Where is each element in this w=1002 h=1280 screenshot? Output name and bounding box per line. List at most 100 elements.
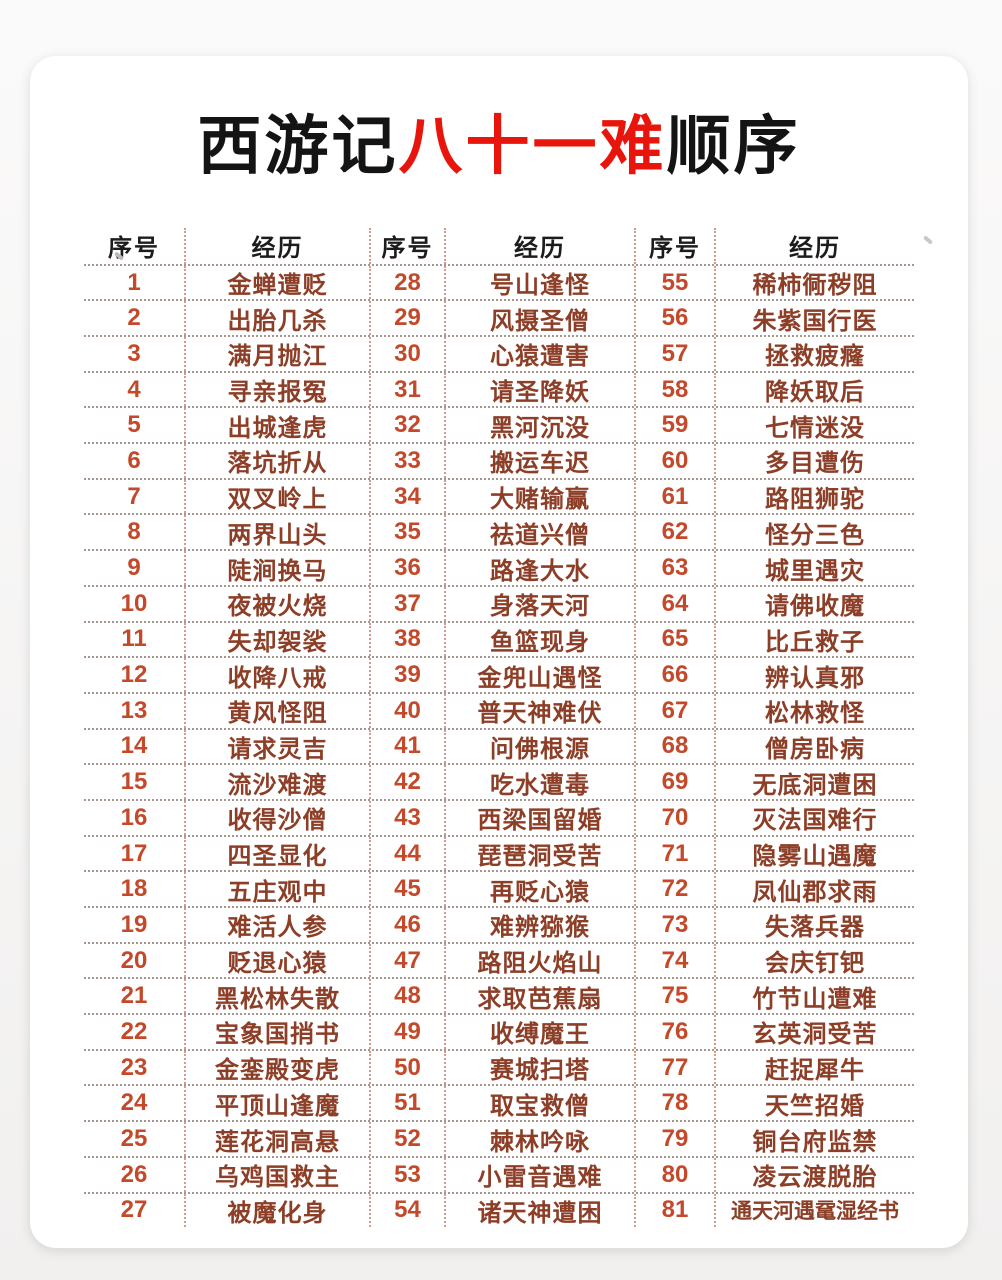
seq-number: 43 xyxy=(369,800,444,835)
difficulty-name: 无底洞遭困 xyxy=(714,765,914,799)
table-row: 9 陡涧换马 36 路逢大水 63 城里遇灾 xyxy=(84,551,914,587)
difficulty-name: 陡涧换马 xyxy=(184,551,369,585)
seq-number: 56 xyxy=(634,301,714,336)
difficulty-name: 路阻狮驼 xyxy=(714,479,914,514)
difficulty-name: 赛城扫塔 xyxy=(444,1050,634,1085)
seq-number: 29 xyxy=(369,301,444,336)
difficulty-name: 大赌输赢 xyxy=(444,479,634,514)
table-row: 7 双叉岭上 34 大赌输赢 61 路阻狮驼 xyxy=(84,479,914,516)
seq-number: 67 xyxy=(634,693,714,728)
seq-number: 25 xyxy=(120,1125,148,1153)
difficulty-name: 赶捉犀牛 xyxy=(714,1050,914,1085)
table-row: 12 收降八戒 39 金兜山遇怪 66 辨认真邪 xyxy=(84,658,914,694)
seq-number: 74 xyxy=(634,943,714,978)
difficulty-name: 宝象国捎书 xyxy=(184,1015,369,1049)
seq-number: 57 xyxy=(634,337,714,371)
difficulty-name: 寻亲报冤 xyxy=(184,372,369,407)
table-row: 23 金銮殿变虎 50 赛城扫塔 77 赶捉犀牛 xyxy=(84,1050,914,1087)
title-part-1: 西游记 xyxy=(197,110,399,182)
table-row: 11 失却袈裟 38 鱼篮现身 65 比丘救子 xyxy=(84,622,914,659)
seq-number: 14 xyxy=(120,732,148,760)
page-title: 西游记八十一难顺序 xyxy=(30,108,968,185)
seq-number: 51 xyxy=(369,1086,444,1121)
seq-number: 80 xyxy=(634,1157,714,1192)
seq-number: 23 xyxy=(120,1053,148,1081)
difficulty-name: 朱紫国行医 xyxy=(714,301,914,336)
seq-number: 61 xyxy=(634,479,714,514)
seq-number: 77 xyxy=(634,1050,714,1085)
table-row: 27 被魔化身 54 诸天神遭困 81 通天河遇鼋湿经书 xyxy=(84,1193,914,1228)
seq-number: 59 xyxy=(634,408,714,443)
seq-number: 28 xyxy=(369,265,444,300)
difficulty-name: 多目遭伤 xyxy=(714,444,914,478)
seq-number: 55 xyxy=(634,265,714,300)
seq-number: 6 xyxy=(127,446,141,474)
difficulty-name: 僧房卧病 xyxy=(714,729,914,764)
difficulty-name: 出城逢虎 xyxy=(184,408,369,443)
difficulty-name: 五庄观中 xyxy=(184,872,369,907)
seq-number: 9 xyxy=(127,554,141,582)
difficulty-name: 请圣降妖 xyxy=(444,372,634,407)
difficulty-name: 路逢大水 xyxy=(444,551,634,585)
difficulty-name: 小雷音遇难 xyxy=(444,1157,634,1192)
seq-number: 72 xyxy=(634,872,714,907)
table-row: 26 乌鸡国救主 53 小雷音遇难 80 凌云渡脱胎 xyxy=(84,1157,914,1194)
table-header-row: 序号 经历 序号 经历 序号 经历 xyxy=(84,227,914,266)
difficulty-name: 鱼篮现身 xyxy=(444,622,634,657)
seq-number: 10 xyxy=(120,589,148,617)
seq-number: 65 xyxy=(634,622,714,657)
difficulty-name: 隐雾山遇魔 xyxy=(714,836,914,871)
difficulty-name: 金蝉遭贬 xyxy=(184,265,369,300)
title-highlight: 八十一难 xyxy=(398,110,667,182)
seq-number: 69 xyxy=(634,765,714,799)
seq-number: 36 xyxy=(369,551,444,585)
header-seq-2: 序号 xyxy=(369,227,444,264)
seq-number: 58 xyxy=(634,372,714,407)
difficulty-name: 难活人参 xyxy=(184,908,369,942)
difficulty-name: 满月抛江 xyxy=(184,337,369,371)
table-row: 6 落坑折从 33 搬运车迟 60 多目遭伤 xyxy=(84,444,914,480)
seq-number: 79 xyxy=(634,1122,714,1156)
seq-number: 38 xyxy=(369,622,444,657)
seq-number: 37 xyxy=(369,586,444,621)
difficulty-name: 怪分三色 xyxy=(714,515,914,550)
table-row: 25 莲花洞高悬 52 棘林吟咏 79 铜台府监禁 xyxy=(84,1122,914,1158)
header-seq-3: 序号 xyxy=(634,227,714,264)
seq-number: 50 xyxy=(369,1050,444,1085)
decorative-mark xyxy=(922,235,934,245)
content-card: 西游记八十一难顺序 序号 经历 序号 经历 序号 经历 1 金蝉遭贬 28 号山逢怪 5… xyxy=(30,56,968,1248)
seq-number: 17 xyxy=(120,839,148,867)
difficulty-name: 收降八戒 xyxy=(184,658,369,692)
difficulties-table: 序号 经历 序号 经历 序号 经历 1 金蝉遭贬 28 号山逢怪 55 稀柿衕秽阻 2 出胎几… xyxy=(84,227,914,1228)
seq-number: 40 xyxy=(369,693,444,728)
seq-number: 49 xyxy=(369,1015,444,1049)
seq-number: 24 xyxy=(120,1089,148,1117)
table-row: 20 贬退心猿 47 路阻火焰山 74 会庆钉钯 xyxy=(84,943,914,980)
table-row: 13 黄风怪阻 40 普天神难伏 67 松林救怪 xyxy=(84,693,914,730)
difficulty-name: 请求灵吉 xyxy=(184,729,369,764)
seq-number: 81 xyxy=(634,1193,714,1228)
seq-number: 63 xyxy=(634,551,714,585)
seq-number: 70 xyxy=(634,800,714,835)
difficulty-name: 出胎几杀 xyxy=(184,301,369,336)
difficulty-name: 松林救怪 xyxy=(714,693,914,728)
seq-number: 27 xyxy=(120,1196,148,1224)
difficulty-name: 请佛收魔 xyxy=(714,586,914,621)
difficulty-name: 身落天河 xyxy=(444,586,634,621)
seq-number: 73 xyxy=(634,908,714,942)
table-row: 10 夜被火烧 37 身落天河 64 请佛收魔 xyxy=(84,586,914,623)
seq-number: 8 xyxy=(127,518,141,546)
seq-number: 45 xyxy=(369,872,444,907)
difficulty-name: 难辨猕猴 xyxy=(444,908,634,942)
difficulty-name: 吃水遭毒 xyxy=(444,765,634,799)
seq-number: 52 xyxy=(369,1122,444,1156)
header-exp-2: 经历 xyxy=(444,227,634,264)
difficulty-name: 灭法国难行 xyxy=(714,800,914,835)
table-row: 3 满月抛江 30 心猿遭害 57 拯救疲癃 xyxy=(84,337,914,373)
difficulty-name: 流沙难渡 xyxy=(184,765,369,799)
seq-number: 53 xyxy=(369,1157,444,1192)
difficulty-name: 降妖取后 xyxy=(714,372,914,407)
difficulty-name: 两界山头 xyxy=(184,515,369,550)
seq-number: 21 xyxy=(120,982,148,1010)
difficulty-name: 稀柿衕秽阻 xyxy=(714,265,914,300)
